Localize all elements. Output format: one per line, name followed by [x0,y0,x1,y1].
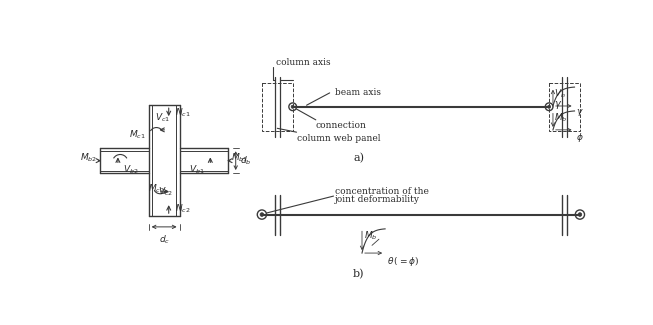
Text: $\phi$: $\phi$ [576,131,584,144]
Text: connection: connection [316,121,367,130]
Text: $\theta\,(=\phi$): $\theta\,(=\phi$) [387,254,419,268]
Bar [262,83,293,131]
Circle shape [260,213,264,216]
Text: $M_b$: $M_b$ [364,230,377,242]
Text: $d_c$: $d_c$ [159,233,170,246]
Text: $\gamma$: $\gamma$ [554,99,562,111]
Text: beam axis: beam axis [335,88,381,98]
Text: $M_{b1}$: $M_{b1}$ [231,151,248,164]
Text: concentration of the: concentration of the [335,187,429,196]
Text: $M_b$: $M_b$ [554,111,568,124]
Text: $V_{b1}$: $V_{b1}$ [189,164,205,176]
Text: $V_{c1}$: $V_{c1}$ [155,111,170,124]
Text: column axis: column axis [276,58,330,68]
Text: $M_{c2}$: $M_{c2}$ [148,182,165,195]
Text: $N_{c1}$: $N_{c1}$ [175,107,191,119]
Circle shape [548,105,550,108]
Text: $d_b$: $d_b$ [240,154,251,167]
Text: $V_{c2}$: $V_{c2}$ [158,185,173,198]
Circle shape [291,105,295,108]
Text: $M_{c1}$: $M_{c1}$ [129,128,146,141]
Text: column web panel: column web panel [296,134,380,143]
Bar [549,83,580,131]
Text: $V_n$: $V_n$ [554,87,566,100]
Circle shape [578,213,582,216]
Text: $V_{b2}$: $V_{b2}$ [123,164,139,176]
Text: b): b) [353,269,364,279]
Text: a): a) [353,153,364,163]
Text: $N_{c2}$: $N_{c2}$ [175,202,191,215]
Text: joint deformability: joint deformability [335,195,420,204]
Text: $M_{b2}$: $M_{b2}$ [80,151,97,164]
Text: $\gamma$: $\gamma$ [576,107,584,118]
